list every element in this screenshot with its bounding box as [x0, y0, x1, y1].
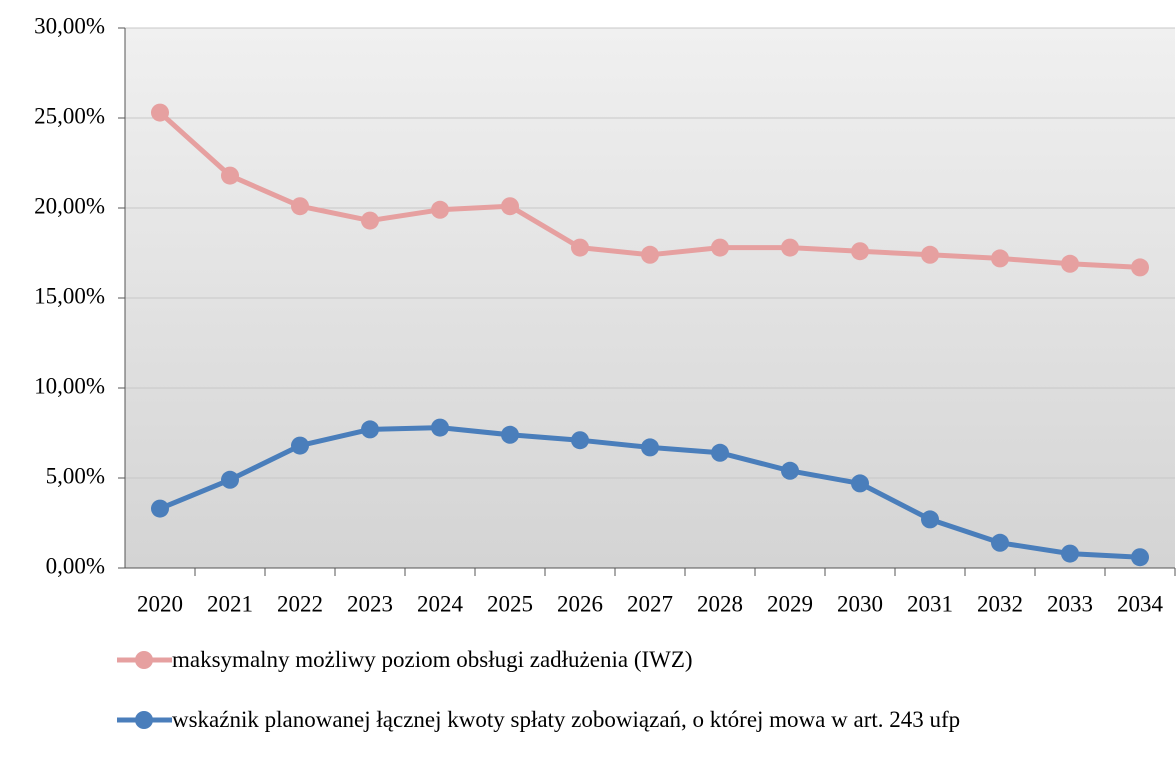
x-tick-label: 2028	[697, 591, 743, 616]
data-point	[991, 249, 1009, 268]
y-tick-label: 20,00%	[34, 193, 105, 218]
x-tick-label: 2027	[627, 591, 673, 616]
x-tick-label: 2029	[767, 591, 813, 616]
x-tick-label: 2022	[277, 591, 323, 616]
y-tick-label: 0,00%	[46, 553, 105, 578]
data-point	[1131, 548, 1149, 567]
data-point	[991, 533, 1009, 552]
data-point	[431, 200, 449, 219]
data-point	[221, 166, 239, 185]
y-tick-label: 30,00%	[34, 13, 105, 38]
x-tick-label: 2026	[557, 591, 603, 616]
y-tick-label: 10,00%	[34, 373, 105, 398]
data-point	[921, 510, 939, 529]
x-tick-label: 2023	[347, 591, 393, 616]
data-point	[1061, 544, 1079, 563]
data-point	[711, 443, 729, 462]
data-point	[641, 438, 659, 457]
data-point	[501, 197, 519, 216]
x-tick-label: 2024	[417, 591, 464, 616]
data-point	[1131, 258, 1149, 277]
data-point	[571, 238, 589, 257]
legend-label: wskaźnik planowanej łącznej kwoty spłaty…	[172, 707, 961, 732]
data-point	[291, 197, 309, 216]
data-point	[781, 238, 799, 257]
legend-marker	[135, 711, 153, 729]
x-tick-label: 2025	[487, 591, 533, 616]
x-tick-label: 2034	[1117, 591, 1164, 616]
data-point	[921, 245, 939, 264]
data-point	[641, 245, 659, 264]
x-tick-label: 2030	[837, 591, 883, 616]
x-tick-label: 2021	[207, 591, 253, 616]
data-point	[151, 103, 169, 122]
data-point	[711, 238, 729, 257]
y-tick-label: 5,00%	[46, 463, 105, 488]
x-tick-label: 2031	[907, 591, 953, 616]
y-tick-label: 25,00%	[34, 103, 105, 128]
data-point	[221, 470, 239, 489]
data-point	[1061, 254, 1079, 273]
data-point	[781, 461, 799, 480]
legend-marker	[135, 651, 153, 669]
data-point	[361, 420, 379, 439]
data-point	[851, 474, 869, 493]
x-tick-label: 2020	[137, 591, 183, 616]
data-point	[431, 418, 449, 437]
data-point	[151, 499, 169, 518]
data-point	[571, 431, 589, 450]
legend-label: maksymalny możliwy poziom obsługi zadłuż…	[172, 647, 693, 672]
data-point	[291, 436, 309, 455]
data-point	[851, 242, 869, 261]
x-tick-label: 2033	[1047, 591, 1093, 616]
data-point	[361, 211, 379, 230]
x-tick-label: 2032	[977, 591, 1023, 616]
data-point	[501, 425, 519, 444]
y-tick-label: 15,00%	[34, 283, 105, 308]
